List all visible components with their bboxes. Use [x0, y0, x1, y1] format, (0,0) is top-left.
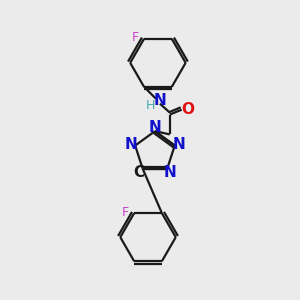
Text: F: F: [132, 31, 139, 44]
Text: H: H: [145, 99, 155, 112]
Text: N: N: [164, 165, 176, 180]
Text: N: N: [173, 137, 185, 152]
Text: N: N: [124, 137, 137, 152]
Text: N: N: [148, 120, 161, 135]
Text: F: F: [122, 206, 129, 219]
Text: O: O: [181, 102, 194, 117]
Text: N: N: [154, 93, 166, 108]
Text: C: C: [133, 165, 145, 180]
